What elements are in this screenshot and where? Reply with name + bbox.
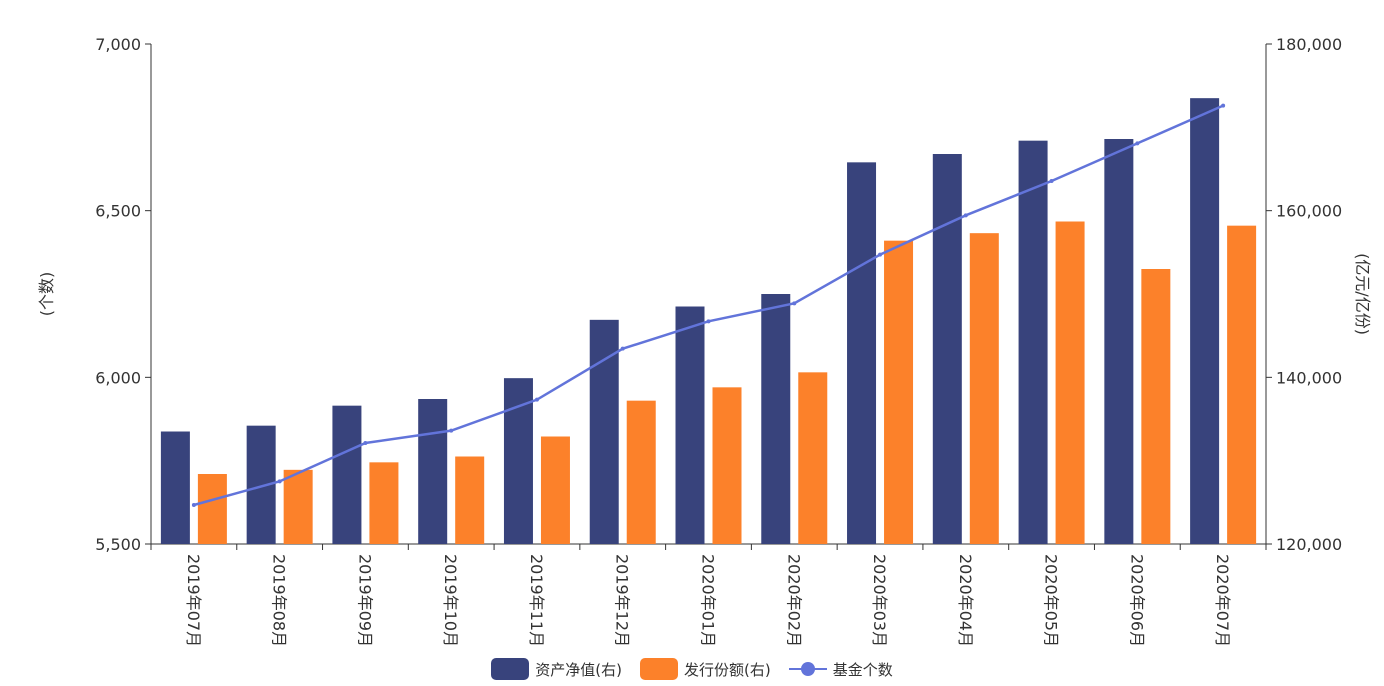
bar-issued-shares[interactable] <box>455 456 485 545</box>
fund-count-point[interactable] <box>1135 141 1140 146</box>
legend-swatch <box>639 658 678 680</box>
bar-net-asset[interactable] <box>1104 139 1134 544</box>
x-tick-label: 2020年04月 <box>956 554 975 647</box>
left-tick-label: 7,000 <box>95 35 141 54</box>
left-axis-title: (个数) <box>37 272 56 317</box>
bar-issued-shares[interactable] <box>540 436 570 545</box>
bar-issued-shares[interactable] <box>1055 221 1085 545</box>
bar-issued-shares[interactable] <box>884 240 914 544</box>
bar-issued-shares[interactable] <box>969 233 999 544</box>
bar-net-asset[interactable] <box>1018 140 1048 544</box>
bar-net-asset[interactable] <box>932 154 962 544</box>
x-tick-label: 2019年10月 <box>441 554 460 647</box>
x-tick-label: 2020年05月 <box>1042 554 1061 647</box>
x-tick-label: 2020年03月 <box>870 554 889 647</box>
x-tick-label: 2019年11月 <box>527 554 546 647</box>
right-tick-label: 160,000 <box>1276 202 1342 221</box>
fund-count-point[interactable] <box>706 319 711 324</box>
fund-count-point[interactable] <box>191 503 196 507</box>
x-tick-label: 2019年07月 <box>184 554 203 647</box>
right-tick-label: 140,000 <box>1276 368 1342 387</box>
fund-count-point[interactable] <box>363 441 368 445</box>
legend-item-net-asset[interactable]: 资产净值(右) <box>491 658 622 680</box>
legend-item-issued-shares[interactable]: 发行份额(右) <box>639 658 771 680</box>
x-tick-label: 2020年06月 <box>1127 554 1146 647</box>
legend-swatch <box>788 658 827 680</box>
bar-net-asset[interactable] <box>418 399 448 544</box>
fund-count-point[interactable] <box>534 397 539 402</box>
left-tick-label: 6,500 <box>95 202 141 221</box>
bar-net-asset[interactable] <box>1190 98 1220 545</box>
bar-net-asset[interactable] <box>847 162 877 545</box>
left-tick-label: 6,000 <box>95 368 141 387</box>
left-tick-label: 5,500 <box>95 535 141 554</box>
legend-item-fund-count[interactable]: 基金个数 <box>788 658 893 680</box>
x-tick-label: 2020年02月 <box>784 554 803 647</box>
legend-swatch <box>491 658 530 680</box>
fund-count-point[interactable] <box>620 346 625 351</box>
fund-count-point[interactable] <box>449 428 454 433</box>
fund-count-point[interactable] <box>1221 103 1226 108</box>
x-tick-label: 2020年07月 <box>1213 554 1232 647</box>
fund-count-point[interactable] <box>277 479 282 484</box>
fund-count-point[interactable] <box>963 213 968 218</box>
fund-count-point[interactable] <box>792 301 797 306</box>
x-tick-label: 2019年09月 <box>355 554 374 647</box>
bar-issued-shares[interactable] <box>197 474 227 544</box>
x-tick-label: 2019年08月 <box>270 554 289 647</box>
bar-issued-shares[interactable] <box>798 372 828 544</box>
fund-count-point[interactable] <box>878 252 883 257</box>
legend: 资产净值(右) 发行份额(右) 基金个数 <box>0 652 1384 686</box>
bar-net-asset[interactable] <box>675 306 705 545</box>
legend-label: 资产净值(右) <box>535 660 622 679</box>
legend-label: 基金个数 <box>832 660 893 679</box>
x-tick-label: 2019年12月 <box>613 554 632 647</box>
x-tick-label: 2020年01月 <box>699 554 718 647</box>
bar-issued-shares[interactable] <box>283 469 313 544</box>
bar-net-asset[interactable] <box>160 431 190 545</box>
bar-issued-shares[interactable] <box>1227 225 1257 544</box>
bar-issued-shares[interactable] <box>1141 269 1171 544</box>
legend-label: 发行份额(右) <box>683 660 771 679</box>
right-axis-title: (亿元/亿份) <box>1353 253 1372 335</box>
bar-issued-shares[interactable] <box>626 400 656 544</box>
bar-net-asset[interactable] <box>589 319 619 544</box>
bar-net-asset[interactable] <box>332 405 362 544</box>
fund-count-point[interactable] <box>1049 179 1054 183</box>
bar-issued-shares[interactable] <box>369 462 399 544</box>
bar-net-asset[interactable] <box>761 294 791 544</box>
bar-issued-shares[interactable] <box>712 387 742 544</box>
right-tick-label: 120,000 <box>1276 535 1342 554</box>
right-tick-label: 180,000 <box>1276 35 1342 54</box>
